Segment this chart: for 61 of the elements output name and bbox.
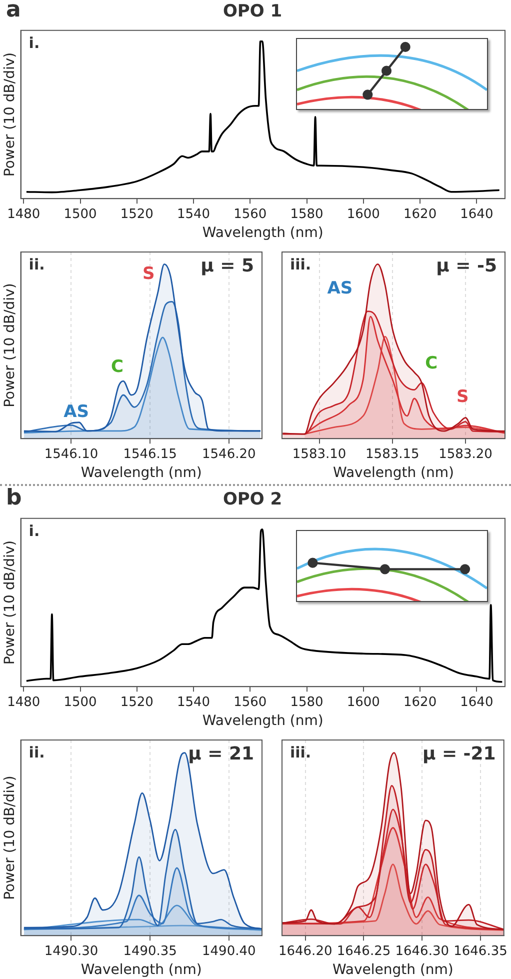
y-axis-title: Power (10 dB/div) <box>2 52 18 177</box>
x-tick-label: 1546.10 <box>44 446 98 462</box>
annotation: AS <box>327 278 353 299</box>
annotation: C <box>111 357 124 378</box>
x-axis-title: Wavelength (nm) <box>202 225 324 242</box>
x-tick-label: 1560 <box>234 206 267 222</box>
x-tick-label: 1640 <box>460 206 494 222</box>
annotation: iii. <box>290 743 312 762</box>
text: b <box>6 486 22 511</box>
x-tick-label: 1600 <box>346 694 380 710</box>
x-tick-label: 1646.35 <box>454 944 508 959</box>
x-tick-label: 1540 <box>176 694 210 710</box>
annotation: ii. <box>28 743 45 762</box>
x-tick-label: 1580 <box>290 694 324 710</box>
annotation: μ = 5 <box>200 256 254 277</box>
x-axis-title: Wavelength (nm) <box>333 465 454 482</box>
x-axis-title: Wavelength (nm) <box>202 713 324 730</box>
x-axis-title: Wavelength (nm) <box>80 465 202 482</box>
annotation: C <box>425 353 438 374</box>
x-tick-label: 1646.30 <box>395 944 449 959</box>
x-tick-label: 1490.30 <box>44 944 98 959</box>
x-tick-label: 1580 <box>290 206 324 222</box>
x-tick-label: 1520 <box>120 694 154 710</box>
x-tick-label: 1583.15 <box>366 446 420 462</box>
annotation: AS <box>64 402 89 422</box>
annotation: μ = -21 <box>422 744 496 765</box>
annotation: μ = 21 <box>188 744 254 765</box>
x-tick-label: 1546.20 <box>202 446 256 462</box>
x-tick-label: 1480 <box>7 206 40 222</box>
x-tick-label: 1500 <box>64 206 97 222</box>
x-tick-label: 1540 <box>176 206 210 222</box>
x-tick-label: 1640 <box>460 694 494 710</box>
chart-title: OPO 1 <box>222 2 282 22</box>
y-axis-title: Power (10 dB/div) <box>2 540 18 665</box>
x-tick-label: 1546.15 <box>123 446 177 462</box>
chart-title: OPO 2 <box>222 490 282 510</box>
x-tick-label: 1490.35 <box>123 944 177 959</box>
x-tick-label: 1480 <box>7 694 40 710</box>
x-axis-title: Wavelength (nm) <box>80 962 202 978</box>
annotation: iii. <box>290 255 312 274</box>
annotation: S <box>142 264 155 284</box>
x-tick-label: 1583.20 <box>438 446 492 462</box>
y-axis-title: Power (10 dB/div) <box>2 283 18 408</box>
x-tick-label: 1620 <box>404 206 437 222</box>
annotation: S <box>456 386 469 407</box>
annotation: ii. <box>28 255 45 274</box>
text: a <box>6 0 21 23</box>
x-tick-label: 1600 <box>346 206 380 222</box>
x-tick-label: 1583.10 <box>292 446 346 462</box>
annotation: μ = -5 <box>436 256 497 277</box>
x-tick-label: 1560 <box>234 694 267 710</box>
x-tick-label: 1500 <box>64 694 97 710</box>
x-tick-label: 1646.20 <box>278 944 332 959</box>
x-tick-label: 1620 <box>404 694 437 710</box>
x-tick-label: 1520 <box>120 206 154 222</box>
x-axis-title: Wavelength (nm) <box>332 962 454 978</box>
x-tick-label: 1490.40 <box>202 944 256 959</box>
annotation: i. <box>28 522 40 540</box>
x-tick-label: 1646.25 <box>336 944 391 959</box>
annotation: i. <box>28 34 40 52</box>
y-axis-title: Power (10 dB/div) <box>2 776 18 900</box>
